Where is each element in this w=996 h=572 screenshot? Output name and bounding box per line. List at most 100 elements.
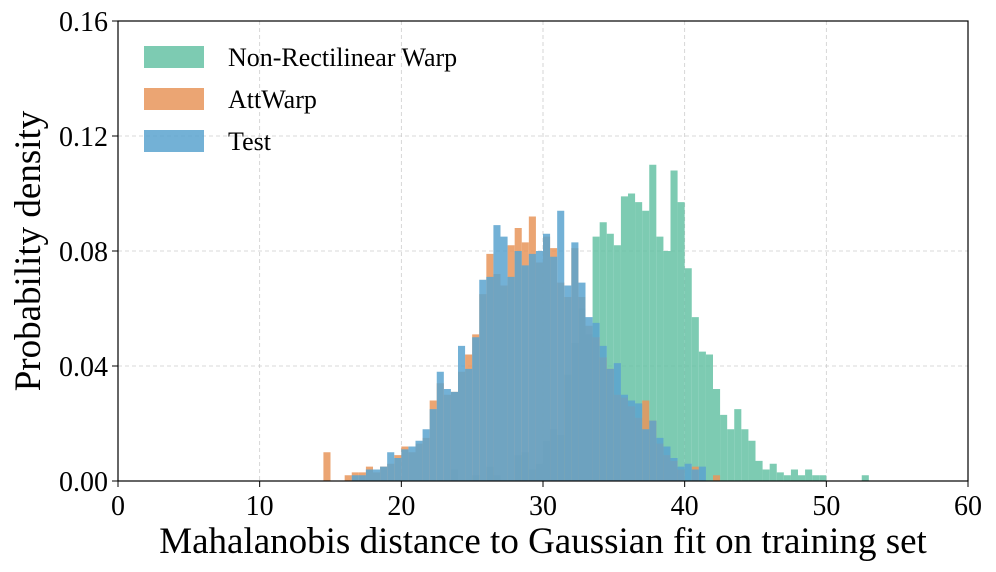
histogram-bar bbox=[507, 276, 515, 481]
bars-layer bbox=[323, 164, 869, 481]
histogram-bar bbox=[543, 233, 551, 481]
histogram-bar bbox=[380, 466, 388, 481]
histogram-bar bbox=[514, 251, 522, 481]
histogram-bar bbox=[734, 409, 742, 481]
histogram-bar bbox=[578, 282, 586, 481]
legend-swatch bbox=[144, 88, 204, 110]
histogram-bar bbox=[755, 460, 763, 481]
y-tick-label: 0.08 bbox=[59, 237, 108, 268]
histogram-bar bbox=[628, 400, 636, 481]
histogram-bar bbox=[535, 251, 543, 481]
histogram-bar bbox=[684, 268, 692, 481]
histogram-bar bbox=[769, 463, 777, 481]
x-tick-label: 40 bbox=[671, 491, 699, 522]
histogram-bar bbox=[436, 371, 444, 481]
x-tick-label: 50 bbox=[812, 491, 840, 522]
histogram-bar bbox=[443, 389, 451, 481]
histogram-bar bbox=[521, 265, 529, 481]
histogram-bar bbox=[613, 363, 621, 481]
histogram-bar bbox=[649, 164, 657, 481]
histogram-bar bbox=[691, 469, 699, 481]
histogram-bar bbox=[656, 236, 664, 481]
histogram-bar bbox=[698, 351, 706, 481]
histogram-bar bbox=[458, 345, 466, 481]
y-axis-label: Probability density bbox=[8, 110, 49, 391]
histogram-bar bbox=[479, 279, 487, 481]
histogram-bar bbox=[642, 429, 650, 481]
histogram-bar bbox=[323, 452, 331, 481]
histogram-bar bbox=[422, 429, 430, 481]
histogram-bar bbox=[557, 210, 565, 481]
histogram-bar bbox=[670, 170, 678, 481]
histogram-bar bbox=[790, 469, 798, 481]
histogram-bar bbox=[819, 475, 827, 481]
x-tick-label: 20 bbox=[387, 491, 415, 522]
histogram-bar bbox=[564, 285, 572, 481]
x-axis-label: Mahalanobis distance to Gaussian fit on … bbox=[159, 521, 927, 562]
grid-layer bbox=[118, 21, 968, 481]
legend: Non-Rectilinear Warp AttWarp Test bbox=[144, 43, 457, 156]
histogram-bar bbox=[635, 202, 643, 481]
histogram-bar bbox=[528, 253, 536, 481]
legend-label: AttWarp bbox=[228, 85, 317, 114]
x-tick-label: 30 bbox=[529, 491, 557, 522]
histogram-bar bbox=[351, 475, 359, 481]
legend-swatch bbox=[144, 46, 204, 68]
ticks-layer: 0 10 20 30 40 50 60 0.00 0.04 0.08 0.12 0.16 bbox=[59, 7, 982, 522]
histogram-bar bbox=[365, 469, 373, 481]
histogram-bar bbox=[472, 337, 480, 481]
histogram-bar bbox=[358, 475, 366, 481]
histogram-bar bbox=[592, 322, 600, 481]
histogram-bar bbox=[670, 458, 678, 481]
legend-label: Non-Rectilinear Warp bbox=[228, 43, 457, 72]
histogram-bar bbox=[783, 475, 791, 481]
histogram-bar bbox=[387, 452, 395, 481]
histogram-bar bbox=[620, 196, 628, 481]
histogram-bar bbox=[748, 440, 756, 481]
histogram-bar bbox=[656, 437, 664, 481]
histogram-bar bbox=[698, 466, 706, 481]
histogram-bar bbox=[606, 233, 614, 481]
series-test bbox=[351, 210, 706, 481]
histogram-bar bbox=[677, 466, 685, 481]
histogram-bar bbox=[798, 475, 806, 481]
histogram-bar bbox=[550, 256, 558, 481]
histogram-bar bbox=[663, 251, 671, 481]
histogram-bar bbox=[691, 317, 699, 481]
histogram-bar bbox=[500, 236, 508, 481]
histogram-bar bbox=[415, 440, 423, 481]
x-tick-label: 0 bbox=[111, 491, 125, 522]
y-tick-label: 0.12 bbox=[59, 122, 108, 153]
histogram-bar bbox=[606, 368, 614, 481]
legend-swatch bbox=[144, 130, 204, 152]
histogram-bar bbox=[620, 394, 628, 481]
histogram-bar bbox=[344, 475, 352, 481]
x-tick-label: 10 bbox=[246, 491, 274, 522]
histogram-bar bbox=[465, 368, 473, 481]
histogram-bar bbox=[727, 429, 735, 481]
histogram-bar bbox=[486, 276, 494, 481]
histogram-bar bbox=[429, 409, 437, 481]
histogram-bar bbox=[394, 458, 402, 481]
histogram-bar bbox=[642, 210, 650, 481]
histogram-bar bbox=[805, 469, 813, 481]
histogram-bar bbox=[635, 403, 643, 481]
x-tick-label: 60 bbox=[954, 491, 982, 522]
histogram-bar bbox=[684, 463, 692, 481]
histogram-bar bbox=[705, 354, 713, 481]
histogram-bar bbox=[493, 225, 501, 481]
histogram-bar bbox=[812, 475, 820, 481]
y-tick-label: 0.04 bbox=[59, 352, 108, 383]
histogram-bar bbox=[373, 469, 381, 481]
y-tick-label: 0.00 bbox=[59, 467, 108, 498]
histogram-bar bbox=[571, 242, 579, 481]
histogram-bar bbox=[628, 193, 636, 481]
histogram-bar bbox=[408, 446, 416, 481]
histogram-bar bbox=[663, 446, 671, 481]
histogram-bar bbox=[713, 475, 721, 481]
histogram-bar bbox=[599, 345, 607, 481]
histogram-bar bbox=[720, 414, 728, 481]
histogram-bar bbox=[450, 391, 458, 481]
histogram-bar bbox=[401, 449, 409, 481]
